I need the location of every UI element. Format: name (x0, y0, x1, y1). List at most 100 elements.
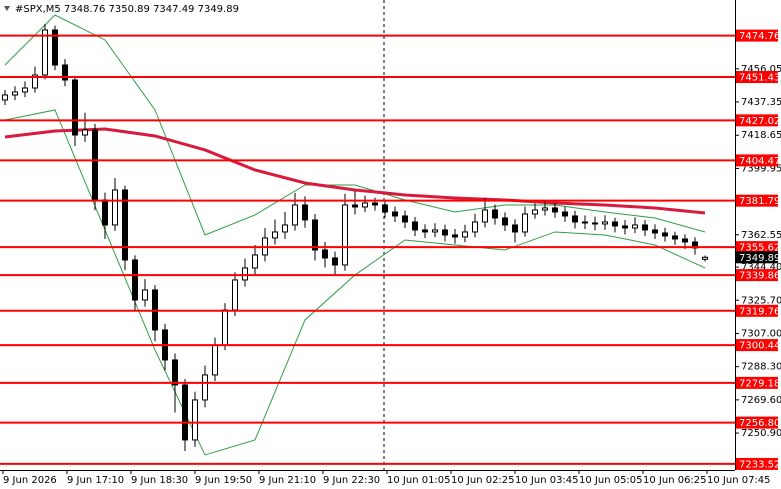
level-label: 7339.86 (739, 271, 780, 282)
candle-body (572, 215, 578, 223)
candle-body (222, 309, 228, 346)
candle-body (272, 231, 278, 239)
candle-body (312, 219, 318, 251)
y-tick-label: 7399.95 (741, 163, 781, 174)
candle-body (242, 267, 248, 281)
last-price-bg (736, 251, 778, 264)
candle-body (582, 221, 588, 224)
x-tick-label: 10 Jun 07:45 (707, 475, 771, 486)
x-tick-label: 9 Jun 21:10 (259, 475, 316, 486)
candle-body (32, 74, 38, 89)
chart-title: #SPX,M5 (15, 4, 61, 15)
level-label: 7319.76 (739, 306, 780, 317)
moving-average (4, 127, 706, 215)
candle-body (132, 259, 138, 301)
candle-body (302, 204, 308, 221)
level-label: 7427.02 (739, 116, 780, 127)
level-label: 7279.18 (739, 378, 780, 389)
candle-body (352, 204, 358, 208)
candle-body (322, 249, 328, 259)
y-tick-label: 7307.00 (741, 328, 781, 339)
candle-body (612, 221, 618, 227)
candle-body (232, 279, 238, 311)
level-label: 7404.47 (739, 156, 780, 167)
candle-body (672, 235, 678, 240)
candle-body (22, 87, 28, 93)
last-price-label: 7349.89 (739, 253, 780, 264)
candle-body (332, 257, 338, 266)
candle-body (532, 209, 538, 215)
level-label: 7256.80 (739, 418, 780, 429)
y-tick-label: 7344.40 (741, 262, 781, 273)
x-tick-label: 10 Jun 06:25 (643, 475, 707, 486)
level-label-bg (736, 154, 778, 167)
candle-body (562, 211, 568, 217)
candle-body (452, 234, 458, 238)
candle-body (172, 359, 178, 386)
candle-body (282, 224, 288, 233)
y-tick-label: 7269.60 (741, 395, 781, 406)
candle-body (372, 202, 378, 206)
level-label-bg (736, 29, 778, 42)
collapse-icon (4, 6, 10, 11)
level-label: 7474.76 (739, 31, 780, 42)
candle-body (42, 29, 48, 76)
candle-body (112, 189, 118, 226)
y-tick-label: 7437.35 (741, 97, 781, 108)
x-tick-label: 9 Jun 2026 (3, 475, 57, 486)
x-tick-label: 9 Jun 19:50 (195, 475, 252, 486)
candle-body (522, 213, 528, 233)
candle-body (682, 238, 688, 243)
candle-body (92, 129, 98, 201)
candle-body (502, 217, 508, 226)
level-label: 7300.44 (739, 341, 780, 352)
x-tick-label: 9 Jun 17:10 (67, 475, 124, 486)
y-tick-label: 7288.30 (741, 362, 781, 373)
level-label-bg (736, 416, 778, 429)
candle-body (492, 209, 498, 219)
y-tick-label: 7325.70 (741, 295, 781, 306)
y-tick-label: 7362.55 (741, 230, 781, 241)
x-tick-label: 10 Jun 01:05 (387, 475, 451, 486)
candle-body (252, 254, 258, 269)
level-label: 7355.62 (739, 243, 780, 254)
level-label-bg (736, 457, 778, 470)
candle-body (52, 29, 58, 66)
level-label-bg (736, 71, 778, 84)
y-tick-label: 7456.05 (741, 64, 781, 75)
x-tick-label: 10 Jun 05:05 (579, 475, 643, 486)
candle-body (202, 374, 208, 401)
candle-body (292, 204, 298, 226)
candle-body (642, 224, 648, 231)
candle-body (72, 79, 78, 136)
candle-body (622, 225, 628, 229)
level-label-bg (736, 241, 778, 254)
ohlc-header: 7348.76 7350.89 7347.49 7349.89 (64, 4, 239, 15)
candle-body (512, 224, 518, 233)
level-label: 7381.79 (739, 196, 780, 207)
candle-body (402, 215, 408, 223)
candle-body (702, 256, 708, 260)
level-label-bg (736, 114, 778, 127)
x-tick-label: 9 Jun 18:30 (131, 475, 188, 486)
y-tick-label: 7250.90 (741, 428, 781, 439)
bollinger-upper (4, 14, 706, 236)
candle-body (662, 232, 668, 237)
candle-body (12, 91, 18, 96)
candle-body (182, 384, 188, 441)
candle-body (652, 229, 658, 234)
candle-body (142, 289, 148, 301)
candle-body (552, 207, 558, 213)
y-tick-label: 7418.65 (741, 130, 781, 141)
candle-body (362, 202, 368, 208)
candle-body (442, 229, 448, 236)
candle-body (412, 221, 418, 231)
x-tick-label: 10 Jun 03:45 (515, 475, 579, 486)
candle-body (432, 229, 438, 233)
candle-body (192, 399, 198, 441)
candle-body (392, 211, 398, 217)
level-label-bg (736, 376, 778, 389)
level-label: 7233.52 (739, 459, 780, 470)
